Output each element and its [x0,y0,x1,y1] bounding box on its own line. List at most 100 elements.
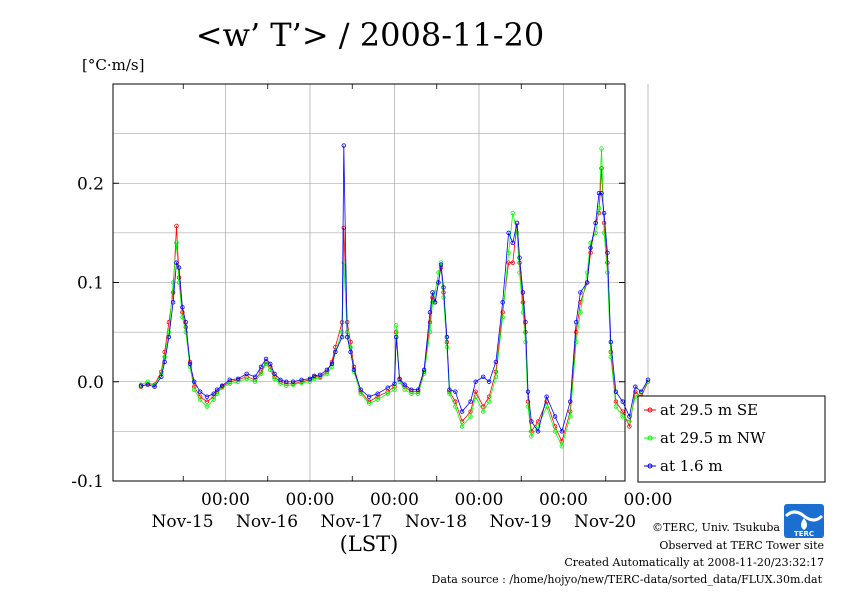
data-point [506,230,511,236]
x-tick-day: Nov-16 [236,512,298,532]
data-point [402,382,407,387]
data-point [227,377,232,382]
data-point [385,385,390,390]
data-point [176,265,182,270]
data-point [486,379,492,384]
data-point [613,404,619,409]
data-point [187,361,193,367]
logo-text: TERC [794,530,814,538]
data-point [307,379,313,384]
data-point [162,359,167,365]
data-point [441,285,446,290]
data-point [263,361,269,367]
data-point [219,383,225,388]
data-point [366,394,372,399]
y-axis: -0.1 0.0 0.1 0.2 [71,174,625,492]
data-point [529,434,534,439]
data-point [375,397,380,402]
data-point [481,404,486,409]
data-point [192,379,197,384]
data-point [166,334,172,340]
footer-created: Created Automatically at 2008-11-20/23:3… [564,556,824,569]
data-point [436,280,441,285]
y-tick-label: -0.1 [71,472,104,492]
data-point [578,310,583,315]
data-point [397,376,402,381]
data-point [183,320,188,325]
terc-logo: TERC [784,504,824,538]
data-point [312,376,317,381]
footer-credit: ©TERC, Univ. Tsukuba [652,521,780,534]
data-point [486,399,492,404]
data-point [486,394,492,399]
data-point [427,310,433,315]
data-point [348,349,353,355]
x-tick-time: 00:00 [201,490,250,510]
data-point [409,387,414,392]
x-tick-time: 00:00 [370,490,419,510]
data-point [430,290,435,295]
data-point [170,300,176,305]
data-point [138,383,144,388]
data-point [529,419,534,424]
x-tick-time: 00:00 [539,490,588,510]
data-point [415,387,421,392]
data-point [493,359,499,365]
data-point [627,414,632,419]
x-tick-day: Nov-20 [574,512,636,532]
data-point [468,399,473,404]
data-point [441,295,446,300]
data-point [145,379,150,384]
data-point [299,377,304,382]
legend-label: at 29.5 m SE [660,401,758,419]
data-point [344,334,350,340]
x-tick-day: Nov-19 [489,512,551,532]
data-point [204,404,210,409]
x-tick-time: 00:00 [455,490,504,510]
data-point [235,376,241,381]
data-point [324,367,330,373]
x-tick-time: 00:00 [286,490,335,510]
data-point [385,391,390,396]
data-point [348,339,353,345]
data-point [214,387,220,392]
data-point [506,260,511,265]
data-point [268,367,273,373]
data-point [599,146,604,151]
data-point [510,240,515,245]
data-point [252,379,258,384]
data-point [438,262,444,267]
data-point [204,399,210,404]
data-point [468,414,473,419]
x-tick-day: Nov-18 [405,512,467,532]
data-point [397,379,402,384]
data-point [481,374,486,379]
data-point [392,387,397,392]
data-point [568,414,573,419]
data-point [290,379,296,384]
data-point [197,397,203,402]
data-point [645,377,651,382]
legend-swatch-point [647,435,653,441]
data-point [573,320,579,325]
y-tick-label: 0.0 [77,373,104,393]
data-point [620,414,625,419]
data-point [438,260,444,265]
data-point [174,223,179,229]
data-point [307,376,313,381]
data-point [174,260,179,265]
data-point [432,300,438,305]
data-point [211,391,216,396]
data-point [613,389,619,394]
data-point [535,429,541,434]
data-point [468,409,473,414]
data-point [525,389,531,394]
data-point [447,387,452,392]
drop-icon [801,518,807,530]
legend: at 29.5 m SE at 29.5 m NW at 1.6 m [637,395,826,483]
data-point [473,379,478,384]
data-point [258,364,264,370]
data-point [568,399,573,404]
data-point [317,375,323,380]
